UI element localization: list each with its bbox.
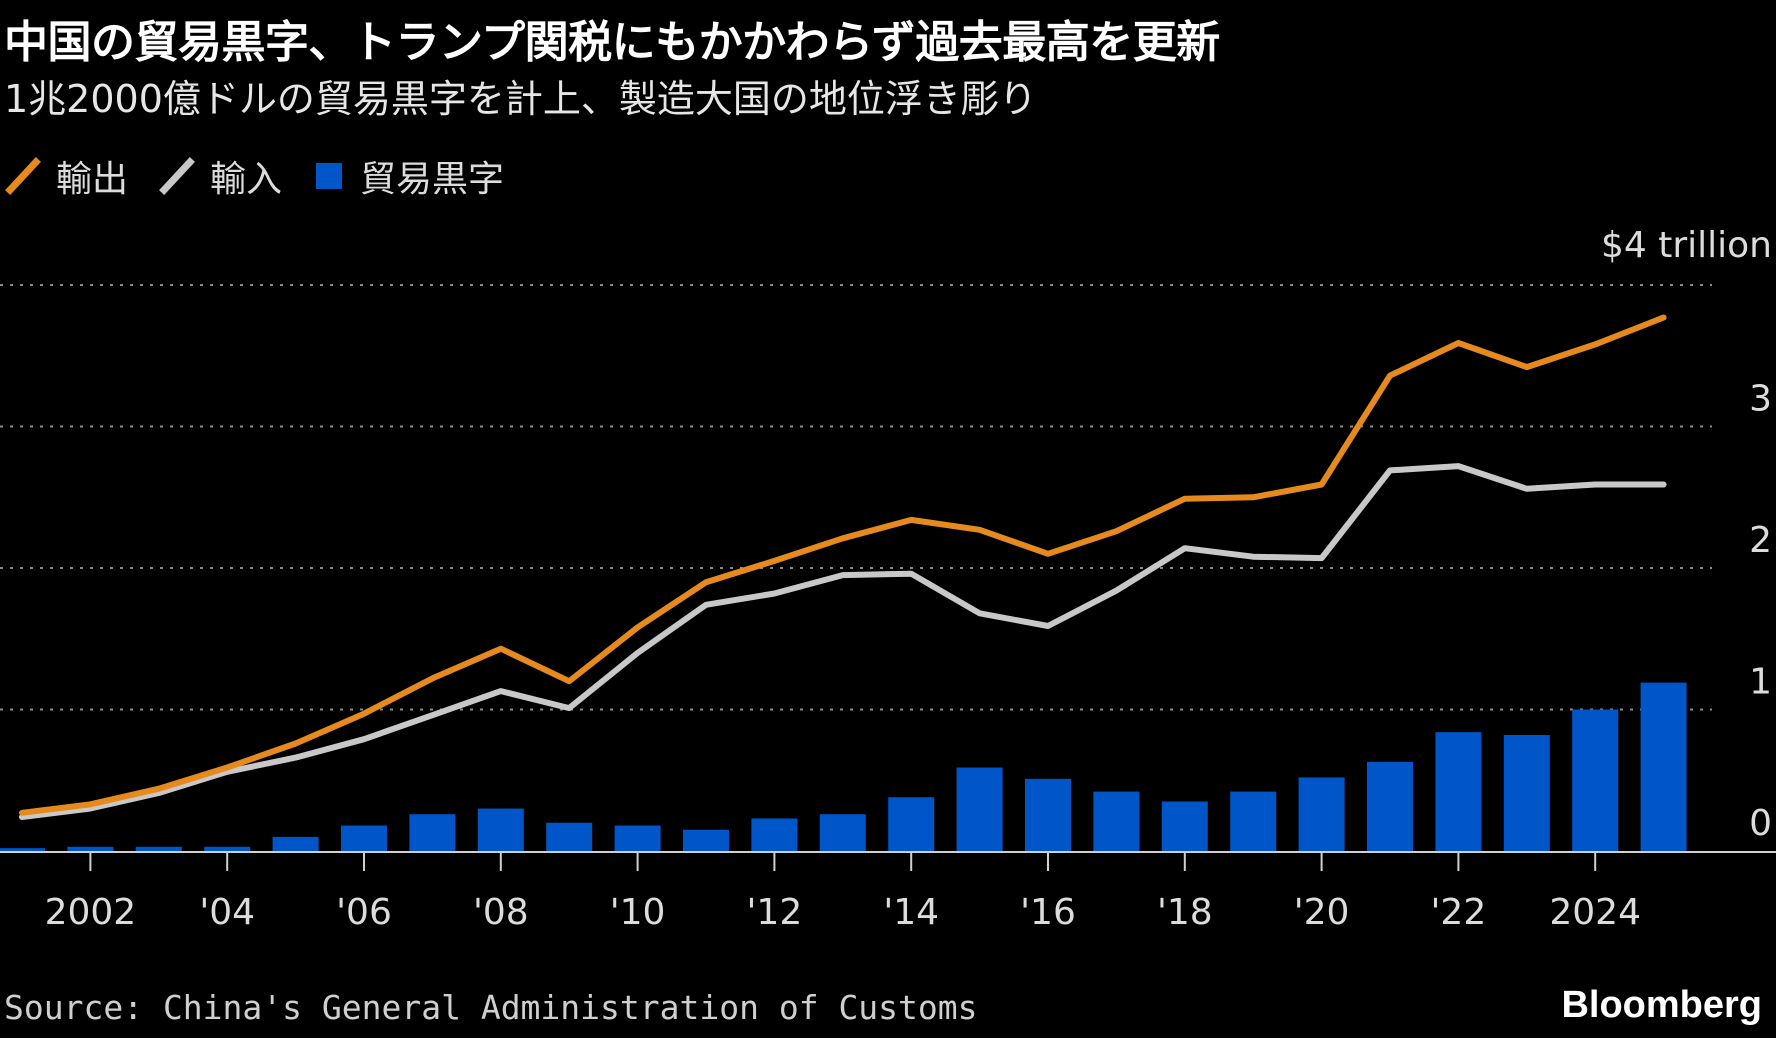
y-tick-label: 1 (1749, 662, 1772, 703)
bar (341, 825, 387, 851)
legend-label-imports: 輸入 (210, 159, 283, 200)
legend-item-imports: 輸入 (158, 150, 282, 202)
bar (1230, 791, 1277, 851)
bar (1640, 682, 1687, 851)
bar (204, 846, 251, 851)
source-note: Source: China's General Administration o… (4, 988, 978, 1027)
bloomberg-logo: Bloomberg (1561, 984, 1762, 1026)
bar (888, 797, 935, 851)
x-tick-label: '10 (610, 892, 666, 933)
y-tick-label: 2 (1749, 520, 1772, 561)
legend-line-exports-icon (5, 157, 41, 195)
bar (1435, 732, 1482, 851)
bar (409, 814, 456, 851)
bar (1298, 777, 1345, 851)
bar (1025, 778, 1071, 851)
x-tick-label: '04 (199, 892, 255, 933)
x-tick-label: '22 (1431, 892, 1487, 933)
bar (1093, 791, 1140, 851)
x-tick-label: '18 (1157, 892, 1213, 933)
legend-line-imports-icon (159, 157, 195, 195)
bar (819, 814, 866, 851)
bar (67, 846, 114, 851)
bar (272, 836, 319, 851)
bar (683, 829, 729, 851)
x-tick-label: '06 (336, 892, 392, 933)
bar (614, 825, 661, 851)
bar (477, 808, 524, 851)
bar (0, 848, 45, 851)
bar (956, 767, 1003, 851)
x-tick-label: '20 (1294, 892, 1350, 933)
legend-swatch-trade-surplus-icon (316, 163, 343, 189)
legend-label-trade-surplus: 貿易黒字 (360, 159, 505, 200)
x-tick-label: '16 (1020, 892, 1076, 933)
y-tick-label: 0 (1749, 803, 1772, 844)
x-tick-label: 2002 (45, 892, 137, 933)
x-tick-label: '12 (747, 892, 803, 933)
bar (1367, 761, 1413, 851)
x-tick-label: '14 (883, 892, 939, 933)
series-line (19, 314, 1667, 816)
chart-subtitle: 1兆2000億ドルの貿易黒字を計上、製造大国の地位浮き彫り (4, 77, 1037, 121)
legend-item-exports: 輸出 (4, 150, 128, 202)
bar (1572, 709, 1619, 851)
bar (546, 822, 593, 851)
bar (1161, 801, 1208, 851)
x-tick-label: '08 (473, 892, 529, 933)
series-line (19, 463, 1667, 820)
bar (1503, 734, 1550, 851)
y-tick-label: 3 (1749, 379, 1772, 420)
bar (135, 846, 182, 851)
legend-label-exports: 輸出 (56, 159, 129, 200)
chart-title: 中国の貿易黒字、トランプ関税にもかかわらず過去最高を更新 (4, 17, 1220, 68)
x-tick-label: 2024 (1549, 892, 1641, 933)
legend-item-trade-surplus: 貿易黒字 (312, 150, 504, 202)
bar (751, 818, 798, 851)
y-tick-label: $4 trillion (1601, 225, 1772, 266)
legend: 輸出 輸入 貿易黒字 (4, 152, 534, 200)
